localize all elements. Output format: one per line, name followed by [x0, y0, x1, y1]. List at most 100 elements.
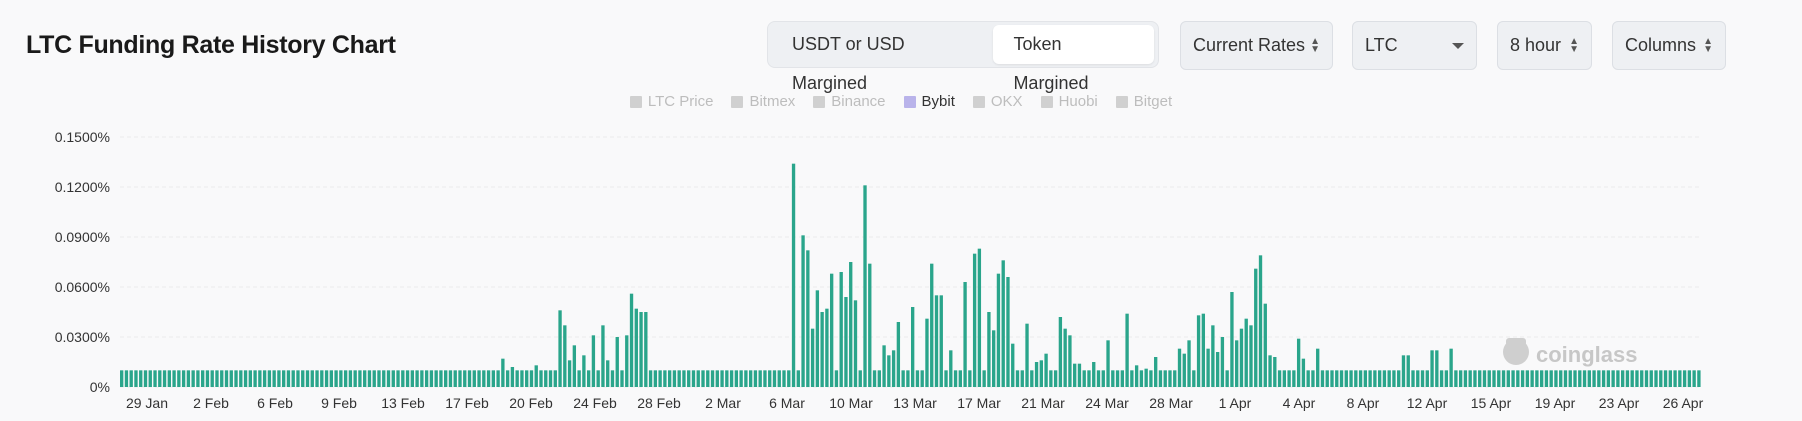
bar[interactable]	[696, 370, 700, 387]
bar[interactable]	[1134, 365, 1139, 387]
bar[interactable]	[939, 295, 943, 387]
bar[interactable]	[196, 370, 200, 387]
bar[interactable]	[267, 370, 272, 387]
bar[interactable]	[1049, 370, 1053, 387]
bar[interactable]	[439, 370, 443, 387]
bar[interactable]	[372, 370, 376, 387]
bar[interactable]	[477, 370, 481, 387]
coin-select[interactable]: LTC	[1352, 21, 1477, 70]
bar[interactable]	[401, 370, 405, 387]
bar[interactable]	[491, 370, 496, 387]
bar[interactable]	[944, 370, 948, 387]
bar[interactable]	[1230, 292, 1234, 387]
bar[interactable]	[367, 370, 372, 387]
bar[interactable]	[1649, 370, 1653, 387]
bar[interactable]	[129, 370, 133, 387]
bar[interactable]	[810, 328, 815, 387]
bar[interactable]	[172, 370, 176, 387]
bar[interactable]	[1444, 370, 1449, 387]
bar[interactable]	[525, 370, 529, 387]
bar[interactable]	[1659, 370, 1663, 387]
bar[interactable]	[1478, 370, 1482, 387]
bar[interactable]	[1192, 370, 1196, 387]
bar[interactable]	[329, 370, 333, 387]
bar[interactable]	[420, 370, 424, 387]
bar[interactable]	[825, 308, 829, 387]
bar[interactable]	[515, 370, 519, 387]
bar[interactable]	[1149, 370, 1153, 387]
bar[interactable]	[768, 370, 772, 387]
bar[interactable]	[520, 370, 524, 387]
bar[interactable]	[1439, 370, 1444, 387]
bar[interactable]	[739, 370, 743, 387]
bar[interactable]	[1011, 343, 1015, 387]
bar[interactable]	[148, 370, 152, 387]
bar[interactable]	[534, 365, 538, 387]
bar[interactable]	[377, 370, 381, 387]
bar[interactable]	[429, 370, 434, 387]
bar[interactable]	[1144, 368, 1148, 387]
legend-item-ltc-price[interactable]: LTC Price	[629, 93, 713, 110]
bar[interactable]	[272, 370, 276, 387]
bar[interactable]	[996, 273, 1001, 387]
legend-item-binance[interactable]: Binance	[813, 93, 886, 110]
bar[interactable]	[234, 370, 238, 387]
bar[interactable]	[844, 297, 848, 387]
bar[interactable]	[1115, 370, 1120, 387]
bar[interactable]	[1282, 370, 1287, 387]
bar[interactable]	[348, 370, 353, 387]
bar[interactable]	[1087, 370, 1091, 387]
bar[interactable]	[1625, 370, 1630, 387]
bar[interactable]	[243, 370, 248, 387]
bar[interactable]	[615, 337, 619, 387]
bar[interactable]	[1068, 335, 1072, 387]
bar[interactable]	[601, 325, 605, 387]
bar[interactable]	[1587, 370, 1591, 387]
bar[interactable]	[782, 370, 786, 387]
bar[interactable]	[663, 370, 667, 387]
bar[interactable]	[868, 263, 872, 387]
bar[interactable]	[715, 370, 719, 387]
bar[interactable]	[1578, 370, 1582, 387]
legend-item-bybit[interactable]: Bybit	[903, 93, 955, 110]
bar[interactable]	[1268, 355, 1272, 387]
bar[interactable]	[1549, 370, 1553, 387]
bar[interactable]	[1163, 370, 1167, 387]
bar[interactable]	[248, 370, 252, 387]
bar[interactable]	[1468, 370, 1472, 387]
bar[interactable]	[949, 350, 953, 387]
bar[interactable]	[1482, 370, 1487, 387]
bar[interactable]	[758, 370, 762, 387]
bar[interactable]	[167, 370, 171, 387]
bar[interactable]	[801, 235, 805, 387]
bar[interactable]	[563, 325, 567, 387]
bar[interactable]	[472, 370, 476, 387]
bar[interactable]	[667, 370, 672, 387]
bar[interactable]	[220, 370, 224, 387]
bar[interactable]	[305, 370, 310, 387]
bar[interactable]	[453, 370, 457, 387]
bar[interactable]	[1311, 370, 1315, 387]
bar[interactable]	[405, 370, 410, 387]
legend-item-bitmex[interactable]: Bitmex	[731, 93, 795, 110]
bar[interactable]	[382, 370, 386, 387]
bar[interactable]	[963, 282, 967, 387]
bar[interactable]	[1392, 370, 1396, 387]
bar[interactable]	[677, 370, 681, 387]
bar[interactable]	[458, 370, 462, 387]
bar[interactable]	[634, 308, 638, 387]
bar[interactable]	[1406, 355, 1410, 387]
bar[interactable]	[1215, 352, 1220, 387]
bar[interactable]	[1435, 350, 1439, 387]
bar[interactable]	[1211, 325, 1215, 387]
bar[interactable]	[720, 370, 724, 387]
bar[interactable]	[1096, 370, 1101, 387]
bar[interactable]	[1397, 370, 1401, 387]
bar[interactable]	[1387, 370, 1391, 387]
bar[interactable]	[644, 312, 648, 387]
bar[interactable]	[1525, 370, 1530, 387]
chart-style-select[interactable]: Columns ▲ ▼	[1612, 21, 1726, 70]
bar[interactable]	[1401, 355, 1406, 387]
bar[interactable]	[1130, 370, 1134, 387]
bar[interactable]	[1225, 370, 1229, 387]
